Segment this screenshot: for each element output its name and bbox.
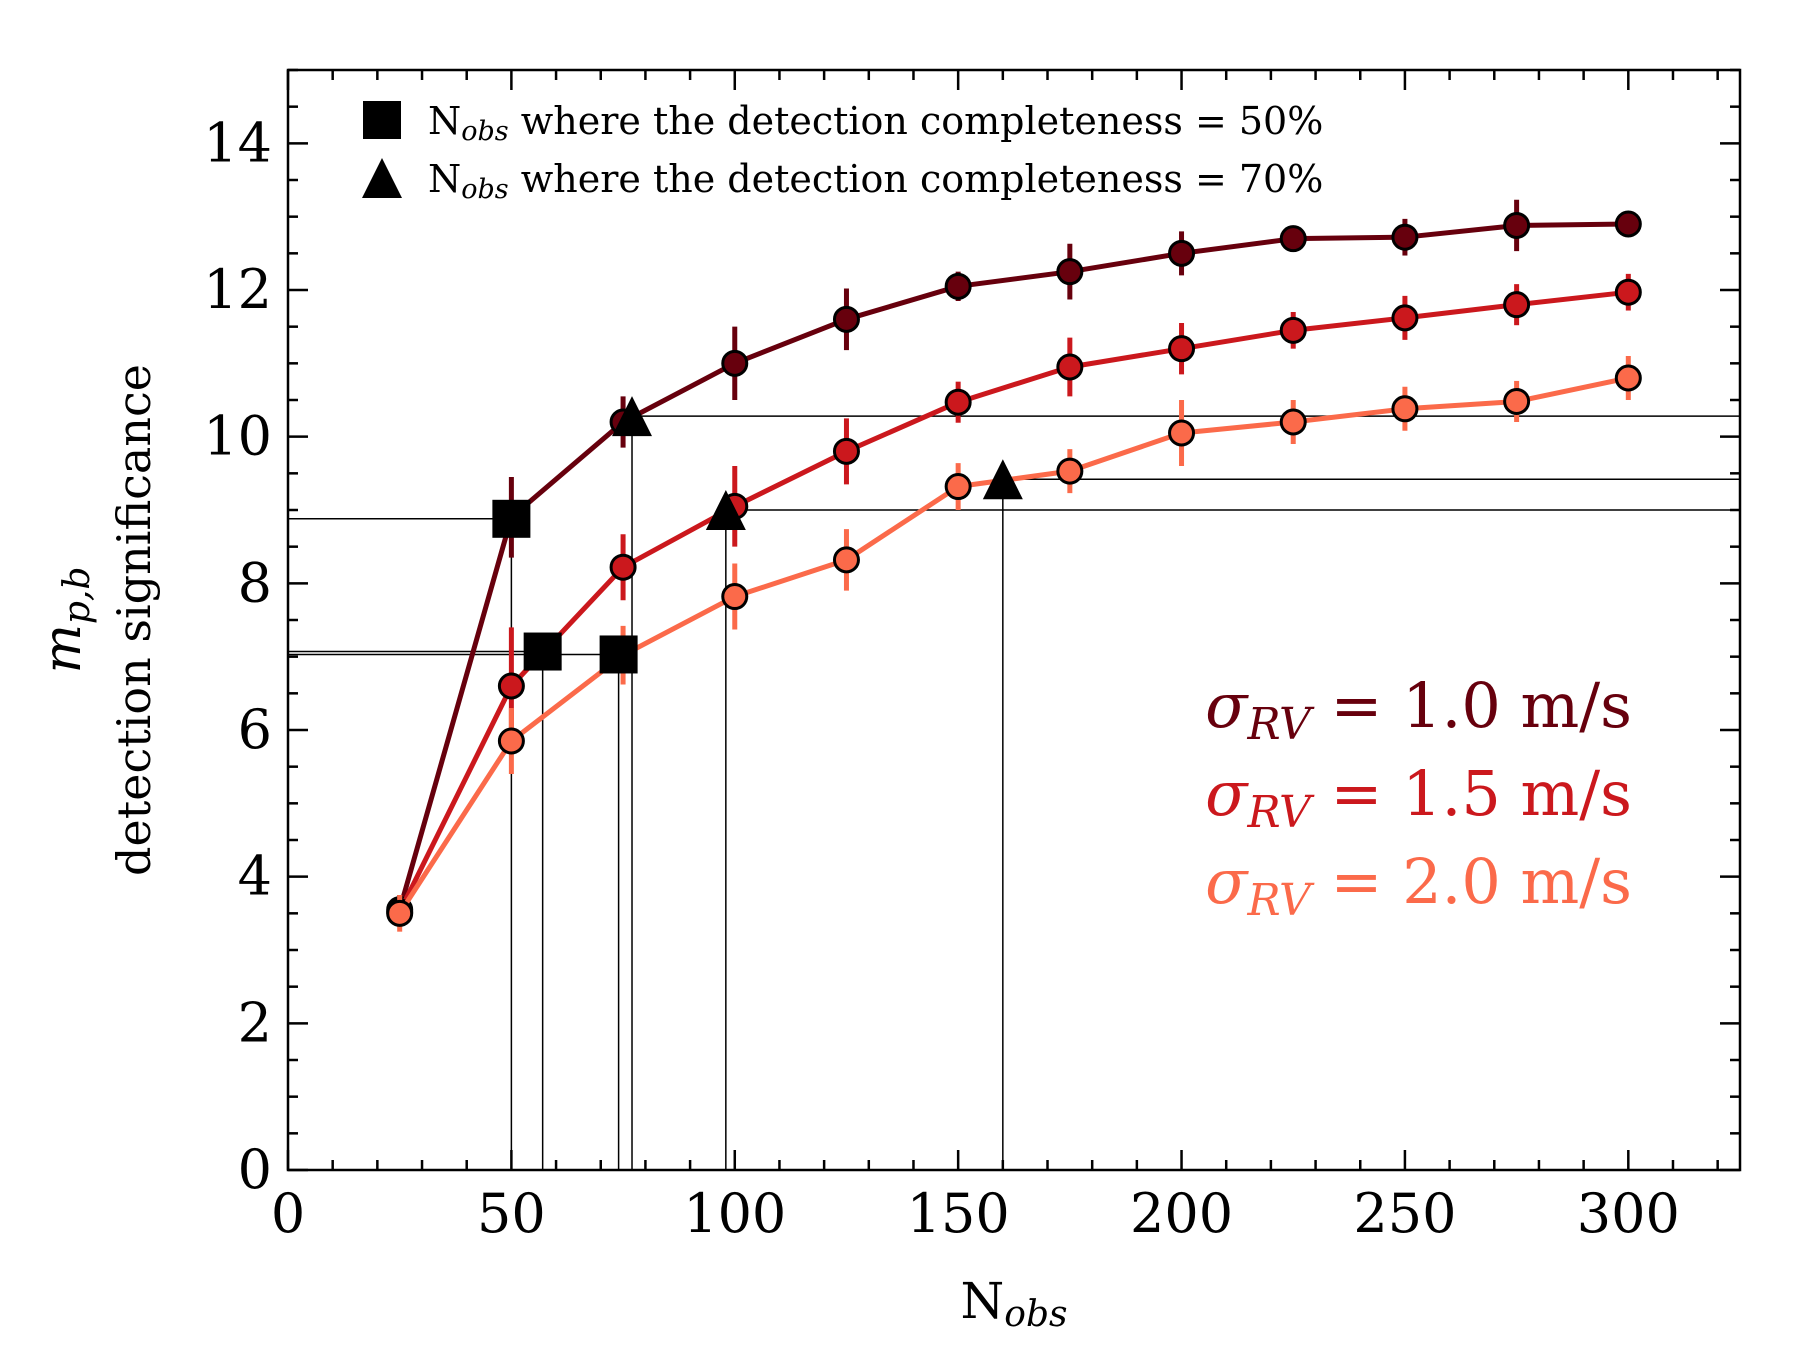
data-point	[721, 349, 749, 377]
sigma-sub: RV	[1246, 699, 1315, 750]
data-point	[1168, 335, 1196, 363]
tick-labels: 0 50 100 150 200 250 300 0 2 4 6 8 10 12 14	[203, 111, 1680, 1245]
sigma-label: σRV = 2.0 m/s	[1205, 845, 1632, 926]
data-point	[497, 727, 525, 755]
sigma-symbol: σ	[1205, 757, 1249, 830]
data-point	[832, 437, 860, 465]
y-tick-label: 4	[238, 845, 272, 908]
data-point	[1503, 387, 1531, 415]
sigma-value: = 1.0 m/s	[1311, 669, 1632, 742]
data-point	[832, 546, 860, 574]
legend-label-n: N	[428, 157, 461, 201]
legend-label: Nobs where the detection completeness = …	[428, 99, 1323, 147]
x-tick-label: 250	[1353, 1182, 1456, 1245]
legend-label-rest: where the detection completeness = 70%	[509, 157, 1324, 201]
square-marker-50pct	[492, 499, 531, 538]
series-3	[386, 356, 1642, 932]
y-tick-label: 2	[238, 991, 272, 1054]
data-point	[944, 388, 972, 416]
legend-label-n: N	[428, 99, 461, 143]
data-point	[1503, 291, 1531, 319]
data-point	[1279, 225, 1307, 253]
series-line	[397, 221, 1629, 911]
data-point	[1056, 353, 1084, 381]
data-point	[1503, 211, 1531, 239]
x-tick-label: 50	[477, 1182, 546, 1245]
y-tick-label: 14	[203, 111, 272, 174]
svg-text:mp,b: mp,b	[33, 567, 98, 674]
series-line	[397, 289, 1629, 913]
legend-triangle-icon	[362, 158, 402, 198]
data-point	[386, 899, 414, 927]
triangle-marker-70pct	[612, 396, 653, 437]
data-point	[1168, 239, 1196, 267]
data-point	[721, 583, 749, 611]
completeness-markers	[492, 396, 1023, 674]
sigma-sub: RV	[1246, 875, 1315, 926]
sigma-sub: RV	[1246, 787, 1315, 838]
sigma-symbol: σ	[1205, 669, 1249, 742]
data-point	[1391, 304, 1419, 332]
sigma-symbol: σ	[1205, 845, 1249, 918]
data-point	[1391, 223, 1419, 251]
y-tick-label: 0	[238, 1138, 272, 1201]
x-tick-label: 0	[271, 1182, 305, 1245]
legend: Nobs where the detection completeness = …	[362, 99, 1323, 205]
data-point	[1279, 316, 1307, 344]
legend-label: Nobs where the detection completeness = …	[428, 157, 1323, 205]
data-point	[1168, 419, 1196, 447]
sigma-label: σRV = 1.5 m/s	[1205, 757, 1632, 838]
y-tick-label: 10	[203, 405, 272, 468]
sigma-value: = 2.0 m/s	[1311, 845, 1632, 918]
data-point	[497, 672, 525, 700]
series-layer	[386, 199, 1642, 932]
square-marker-50pct	[599, 635, 638, 674]
sigma-label: σRV = 1.0 m/s	[1205, 669, 1632, 750]
legend-label-sub: obs	[461, 116, 508, 147]
data-point	[1614, 364, 1642, 392]
svg-text:detection significance: detection significance	[107, 364, 161, 876]
sigma-value: = 1.5 m/s	[1311, 757, 1632, 830]
data-point	[1614, 278, 1642, 306]
data-point	[1056, 258, 1084, 286]
y-axis-label: mp,b detection significance	[33, 364, 161, 876]
triangle-marker-70pct	[705, 490, 746, 530]
x-tick-label: 150	[907, 1182, 1010, 1245]
x-axis-label: Nobs	[961, 1272, 1068, 1335]
reference-lines	[288, 415, 1740, 1170]
legend-label-rest: where the detection completeness = 50%	[509, 99, 1324, 143]
x-tick-label: 300	[1577, 1182, 1680, 1245]
axis-ticks	[286, 68, 1740, 1172]
x-tick-label: 200	[1130, 1182, 1233, 1245]
y-tick-label: 8	[238, 551, 272, 614]
data-point	[1391, 395, 1419, 423]
data-point	[832, 305, 860, 333]
data-point	[1614, 210, 1642, 238]
legend-label-sub: obs	[461, 174, 508, 205]
square-marker-50pct	[523, 632, 562, 671]
y-tick-label: 12	[203, 258, 272, 321]
legend-square-icon	[363, 101, 401, 139]
data-point	[609, 553, 637, 581]
data-point	[944, 473, 972, 501]
triangle-marker-70pct	[982, 459, 1023, 500]
data-point	[1056, 457, 1084, 485]
x-tick-label: 100	[683, 1182, 786, 1245]
y-tick-label: 6	[238, 698, 272, 761]
data-point	[1279, 408, 1307, 436]
data-point	[944, 272, 972, 300]
